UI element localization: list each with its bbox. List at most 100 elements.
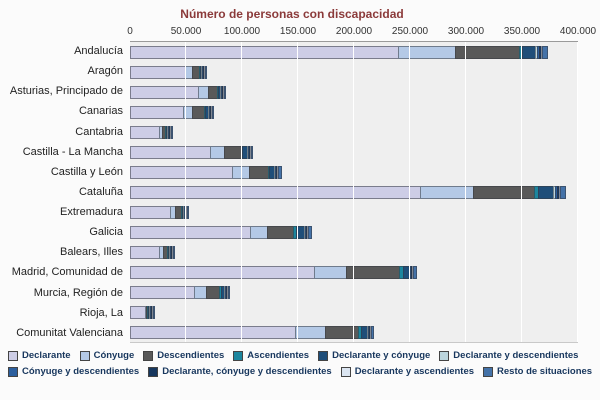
plot-area <box>130 41 578 343</box>
x-tick-label: 150.000 <box>279 26 317 37</box>
x-tick-label: 50.000 <box>170 26 202 37</box>
bar-segment <box>186 205 189 219</box>
bar-row <box>130 242 578 262</box>
legend-label: Cónyuge y descendientes <box>22 366 140 377</box>
legend-label: Declarante, cónyuge y descendientes <box>162 366 332 377</box>
bar-segment <box>170 125 173 139</box>
legend-label: Ascendientes <box>247 350 310 361</box>
gridline <box>577 42 578 342</box>
chart-body: Andalucía Aragón Asturias, Principado de Ca… <box>6 41 578 343</box>
chart-title: Número de personas con discapacidad <box>180 7 404 21</box>
bar-segment <box>308 225 313 239</box>
legend-item: Declarante y cónyuge <box>318 350 430 361</box>
bar-row <box>130 182 578 202</box>
bar-segment <box>266 225 294 239</box>
stacked-bar <box>130 125 578 139</box>
bar-row <box>130 162 578 182</box>
bar-segment <box>538 185 554 199</box>
stacked-bar <box>130 225 578 239</box>
gridline <box>465 42 466 342</box>
bar-segment <box>130 265 315 279</box>
bar-segment <box>130 125 161 139</box>
legend-label: Declarante y descendientes <box>453 350 579 361</box>
bar-segment <box>294 325 327 339</box>
x-axis: 0 50.000 100.000 150.000 200.000 250.000 300.0… <box>6 25 596 41</box>
bar-segment <box>211 105 214 119</box>
legend-item: Cónyuge y descendientes <box>8 366 139 377</box>
bar-segment <box>206 285 220 299</box>
bar-segment <box>248 165 270 179</box>
legend-item: Ascendientes <box>233 350 309 361</box>
stacked-bar <box>130 265 578 279</box>
bar-row <box>130 222 578 242</box>
bar-row <box>130 322 578 342</box>
legend-label: Declarante <box>22 350 71 361</box>
x-tick-label: 200.000 <box>335 26 373 37</box>
category-label: Madrid, Comunidad de <box>11 266 123 279</box>
legend: Declarante Cónyuge Descendientes Ascendient… <box>6 350 592 377</box>
legend-swatch-icon <box>439 350 450 361</box>
legend-label: Declarante y cónyuge <box>332 350 431 361</box>
legend-label: Declarante y ascendientes <box>354 366 475 377</box>
bar-segment <box>130 65 186 79</box>
bar-segment <box>397 45 457 59</box>
bar-segment <box>370 325 375 339</box>
bar-segment <box>191 105 206 119</box>
category-label: Murcia, Región de <box>33 286 123 299</box>
bar-segment <box>228 285 231 299</box>
bar-row <box>130 202 578 222</box>
stacked-bar <box>130 165 578 179</box>
category-label: Cataluña <box>78 185 123 198</box>
bar-row <box>130 62 578 82</box>
bar-segment <box>130 165 234 179</box>
stacked-bar <box>130 145 578 159</box>
stacked-bar <box>130 205 578 219</box>
legend-item: Resto de situaciones <box>483 366 592 377</box>
bar-segment <box>130 45 399 59</box>
bar-row <box>130 282 578 302</box>
stacked-bar <box>130 325 578 339</box>
category-label: Asturias, Principado de <box>9 85 123 98</box>
x-tick-label: 400.000 <box>559 26 597 37</box>
category-label: Extremadura <box>60 206 123 219</box>
legend-row: Cónyuge y descendientes Declarante, cónyu… <box>8 366 592 377</box>
bar-segment <box>224 85 227 99</box>
bar-segment <box>542 45 548 59</box>
category-label: Andalucía <box>74 45 123 58</box>
legend-label: Descendientes <box>157 350 225 361</box>
bar-segment <box>130 145 211 159</box>
category-label: Galicia <box>89 226 123 239</box>
bar-segment <box>130 225 251 239</box>
y-axis-labels: Andalucía Aragón Asturias, Principado de Ca… <box>6 41 130 343</box>
legend-swatch-icon <box>148 366 159 377</box>
bar-segment <box>130 305 146 319</box>
bar-segment <box>130 105 184 119</box>
legend-swatch-icon <box>8 350 18 361</box>
stacked-bar <box>130 85 578 99</box>
legend-label: Cónyuge <box>93 350 135 361</box>
category-label: Castilla y León <box>50 165 123 178</box>
x-tick-label: 300.000 <box>447 26 485 37</box>
bar-segment <box>413 265 418 279</box>
axis-spacer <box>6 25 130 41</box>
legend-item: Declarante y descendientes <box>439 350 578 361</box>
category-label: Rioja, La <box>79 306 123 319</box>
bar-segment <box>130 185 422 199</box>
legend-swatch-icon <box>233 350 244 361</box>
legend-swatch-icon <box>483 366 494 377</box>
bar-segment <box>251 145 254 159</box>
legend-item: Declarante y ascendientes <box>340 366 475 377</box>
category-label: Canarias <box>78 105 123 118</box>
legend-item: Cónyuge <box>79 350 135 361</box>
bar-segment <box>130 85 200 99</box>
stacked-bar <box>130 285 578 299</box>
gridline <box>185 42 186 342</box>
stacked-bar <box>130 245 578 259</box>
x-tick-label: 350.000 <box>503 26 541 37</box>
bar-segment <box>249 225 268 239</box>
legend-swatch-icon <box>79 350 90 361</box>
bar-segment <box>313 265 348 279</box>
stacked-bar <box>130 65 578 79</box>
category-label: Castilla - La Mancha <box>22 145 123 158</box>
